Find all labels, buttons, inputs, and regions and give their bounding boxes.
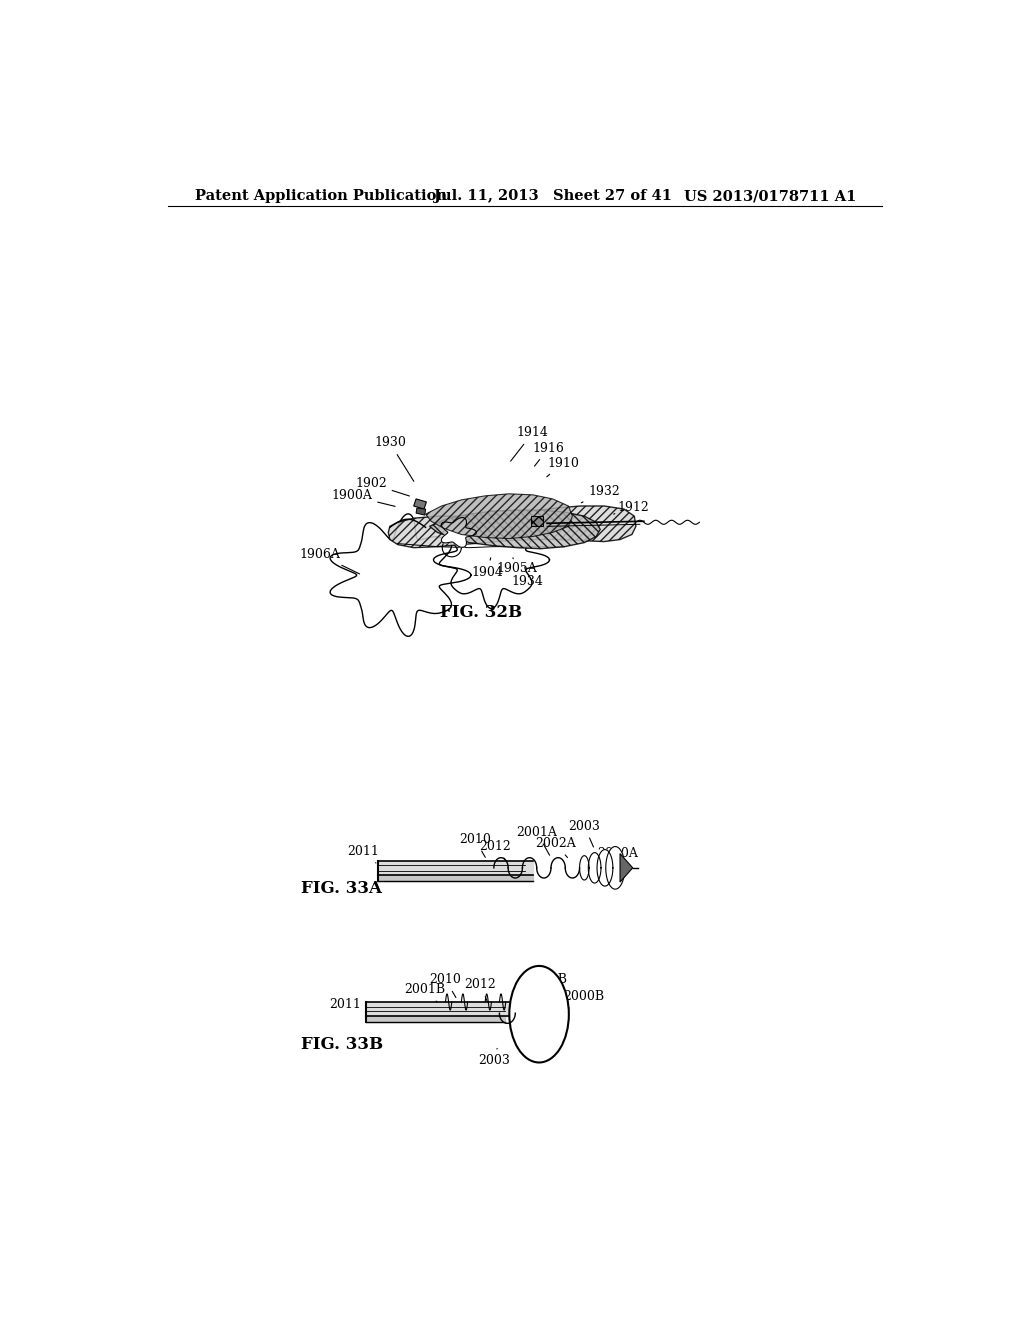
Text: 2012: 2012 (479, 840, 511, 859)
Polygon shape (597, 850, 613, 886)
Text: Jul. 11, 2013: Jul. 11, 2013 (433, 189, 539, 203)
Text: 2000A: 2000A (597, 847, 638, 861)
Polygon shape (531, 516, 543, 527)
Text: Patent Application Publication: Patent Application Publication (196, 189, 447, 203)
Polygon shape (433, 511, 550, 609)
Polygon shape (430, 510, 600, 549)
Text: 1912: 1912 (613, 500, 649, 515)
Text: 2012: 2012 (465, 978, 497, 1002)
Text: FIG. 33A: FIG. 33A (301, 879, 382, 896)
Text: Sheet 27 of 41: Sheet 27 of 41 (553, 189, 672, 203)
Polygon shape (620, 854, 633, 882)
Text: 2002B: 2002B (526, 973, 567, 998)
Polygon shape (416, 508, 426, 515)
Text: 1904: 1904 (472, 558, 504, 578)
Text: 2001B: 2001B (404, 983, 445, 1002)
Polygon shape (606, 846, 625, 890)
Polygon shape (426, 494, 572, 539)
Text: 2011: 2011 (329, 998, 367, 1011)
Text: 1914: 1914 (511, 426, 549, 461)
Text: 2010: 2010 (459, 833, 490, 857)
Text: 1916: 1916 (532, 442, 564, 466)
Text: 1902: 1902 (355, 477, 410, 496)
Text: 2010: 2010 (429, 973, 462, 998)
Text: 2011: 2011 (347, 845, 379, 863)
Text: 1905A: 1905A (497, 558, 538, 574)
Polygon shape (580, 855, 589, 880)
Polygon shape (388, 506, 636, 548)
Text: 2001A: 2001A (516, 826, 557, 855)
Text: 1900A: 1900A (332, 490, 395, 507)
Polygon shape (330, 513, 471, 636)
Text: 1932: 1932 (582, 486, 621, 503)
Text: FIG. 32B: FIG. 32B (440, 605, 522, 622)
Polygon shape (414, 499, 426, 510)
Text: 1930: 1930 (374, 437, 414, 482)
Text: 2003: 2003 (568, 820, 600, 847)
Text: 2000B: 2000B (563, 990, 604, 1008)
Text: 2002A: 2002A (536, 837, 577, 858)
Ellipse shape (509, 966, 569, 1063)
Text: 2003: 2003 (478, 1048, 510, 1068)
Polygon shape (589, 853, 601, 883)
Text: 1906A: 1906A (300, 548, 359, 574)
Text: 1910: 1910 (547, 457, 579, 477)
Polygon shape (441, 517, 476, 548)
Text: 1934: 1934 (511, 568, 543, 587)
Text: FIG. 33B: FIG. 33B (301, 1036, 383, 1053)
Text: US 2013/0178711 A1: US 2013/0178711 A1 (684, 189, 856, 203)
